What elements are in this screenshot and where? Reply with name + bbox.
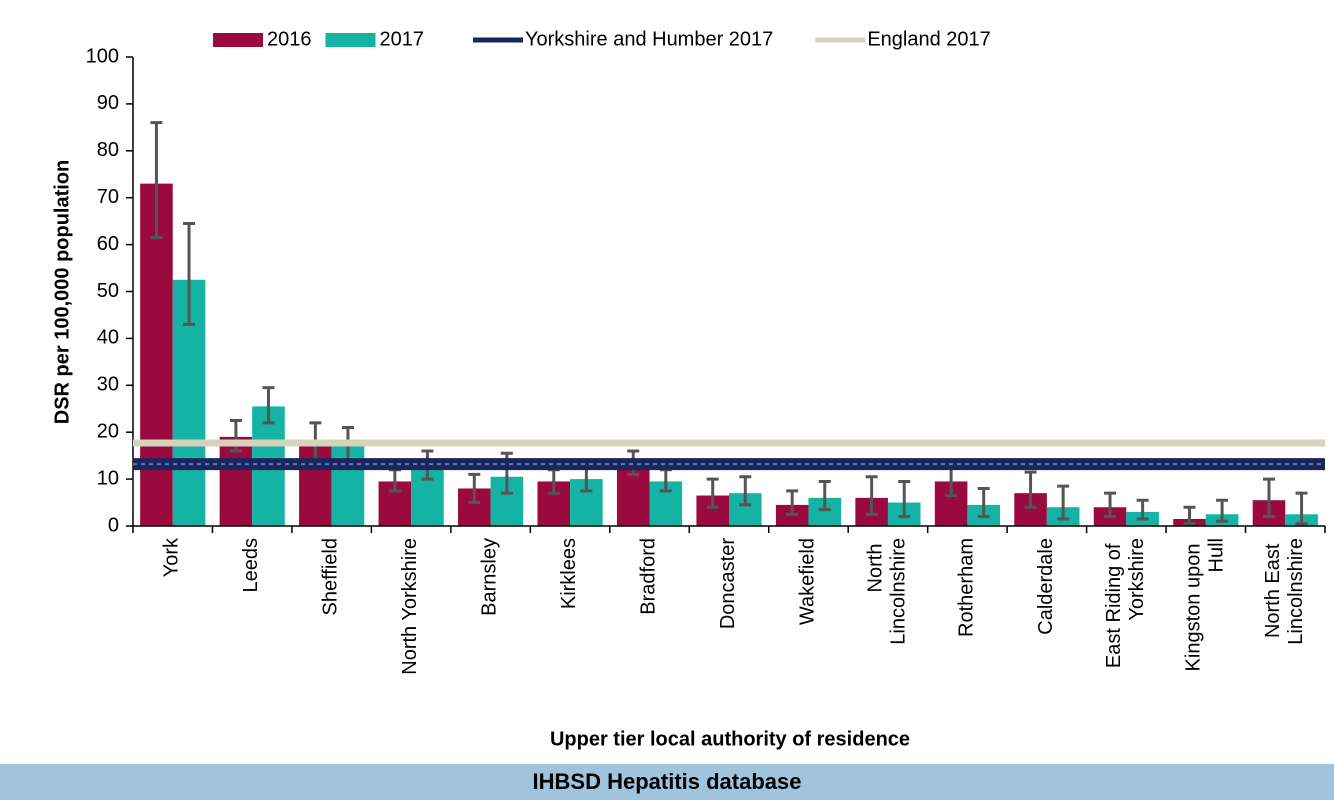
error-bar: [1024, 470, 1037, 509]
y-tick-label: 30: [97, 374, 119, 396]
legend-label: England 2017: [867, 28, 990, 50]
error-bar: [898, 479, 911, 519]
x-tick-label: York: [161, 537, 183, 577]
legend-label: Yorkshire and Humber 2017: [525, 28, 773, 50]
x-tick-label: Wakefield: [797, 538, 819, 625]
y-tick-label: 70: [97, 186, 119, 208]
x-tick-label: Sheffield: [320, 538, 342, 615]
y-tick-label: 10: [97, 467, 119, 489]
x-tick-label: Rotherham: [956, 538, 978, 637]
error-bar: [706, 477, 719, 509]
x-tick-label: North East Lincolnshire: [1262, 538, 1307, 645]
x-tick-label: Barnsley: [479, 538, 501, 616]
legend-label: 2017: [380, 28, 425, 50]
error-bar: [1295, 491, 1308, 526]
error-bar: [1104, 491, 1117, 519]
y-tick-label: 0: [108, 514, 119, 536]
legend-label: 2016: [267, 28, 312, 50]
y-tick-label: 50: [97, 280, 119, 302]
error-bar: [818, 479, 831, 512]
x-tick-label: East Riding of Yorkshire: [1103, 538, 1148, 668]
y-tick-label: 100: [86, 45, 119, 67]
x-tick-label: Doncaster: [717, 538, 739, 629]
y-axis-title: DSR per 100,000 population: [51, 160, 73, 425]
x-tick-label: Calderdale: [1035, 538, 1057, 635]
y-tick-label: 80: [97, 139, 119, 161]
x-tick-label: Leeds: [240, 538, 262, 593]
error-bar: [183, 221, 196, 326]
error-bar: [977, 486, 990, 519]
x-tick-label: Kirklees: [558, 538, 580, 609]
x-tick-label: Kingston upon Hull: [1183, 538, 1228, 671]
error-bar: [739, 475, 752, 507]
error-bar: [1183, 505, 1196, 526]
y-tick-label: 40: [97, 327, 119, 349]
error-bar: [786, 489, 799, 516]
y-tick-label: 90: [97, 92, 119, 114]
error-bar: [262, 386, 275, 425]
error-bar: [1216, 498, 1229, 523]
x-axis-title: Upper tier local authority of residence: [550, 728, 910, 750]
x-tick-label: Bradford: [638, 538, 660, 615]
y-tick-label: 20: [97, 420, 119, 442]
x-tick-label: North Lincolnshire: [865, 538, 910, 645]
x-tick-label: North Yorkshire: [399, 538, 421, 675]
source-band: [0, 764, 1334, 800]
error-bar: [150, 121, 163, 240]
error-bar: [865, 475, 878, 516]
error-bar: [1262, 477, 1275, 519]
error-bar: [468, 472, 481, 505]
error-bar: [1057, 484, 1070, 521]
source: IHBSD Hepatitis database: [533, 769, 802, 794]
legend-swatch: [213, 33, 263, 47]
legend-swatch: [325, 33, 376, 47]
y-tick-label: 60: [97, 233, 119, 255]
error-bar: [1136, 498, 1149, 521]
